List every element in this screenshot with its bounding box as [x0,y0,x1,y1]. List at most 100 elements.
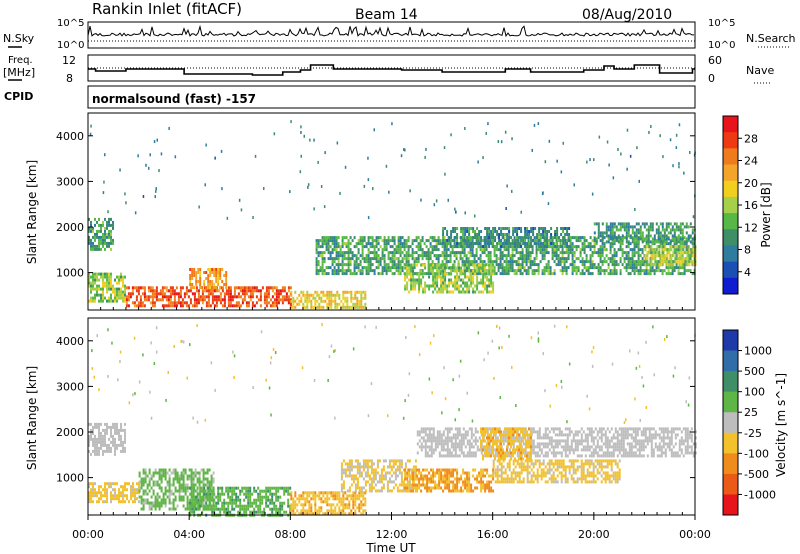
velocity-cell [390,468,393,472]
power-cell [509,260,512,264]
power-cell [511,239,514,243]
power-cell [211,292,214,296]
velocity-cell [142,477,145,481]
power-cell [337,260,340,264]
power-cell [458,284,461,288]
power-cell [603,272,606,276]
power-cell [583,260,586,264]
power-cell [621,222,624,226]
power-cell [537,248,540,252]
power-cell [557,263,560,267]
velocity-cell [134,494,136,498]
power-cell [474,272,477,276]
power-cell [562,239,565,242]
power-cell [118,281,120,285]
velocity-cell [404,462,407,466]
power-ytick-label: 1000 [56,267,84,280]
power-cell [633,248,636,252]
power-cell [302,290,305,294]
power-cell [363,245,366,249]
power-cell [651,237,654,241]
power-cell [444,287,447,291]
power-cell [507,272,510,276]
power-cell [673,237,676,241]
power-cell [505,266,508,270]
velocity-cell [406,459,409,463]
power-cell [523,260,526,264]
power-cell [377,236,380,240]
velocity-cell [94,443,96,447]
power-cell [573,251,576,255]
velocity-cell [118,500,120,504]
power-cell [599,248,602,252]
power-cell [179,304,182,308]
power-cell [686,254,689,258]
power-cell [611,228,614,232]
power-cell [629,272,632,276]
power-cell [108,220,110,224]
velocity-cell [98,485,100,489]
power-cell [681,234,684,238]
velocity-cell [138,495,141,499]
power-cell [436,266,439,270]
power-cell [219,277,222,280]
power-cell [670,263,673,267]
power-cell [193,298,196,302]
power-cell [571,272,574,276]
power-cell [385,248,388,252]
power-cell [541,257,544,261]
velocity-cell [261,501,264,505]
power-cell [373,245,376,249]
power-cell [654,263,657,267]
power-cell [96,287,98,291]
velocity-cell [237,510,240,514]
power-cell [331,248,334,252]
power-cell [511,251,514,255]
power-cell [668,251,671,255]
velocity-cell [94,437,96,441]
power-cell [650,245,653,249]
velocity-cell [213,492,216,496]
power-cell [633,237,636,241]
power-cell [417,260,420,264]
power-cell [149,153,151,157]
power-cell [485,131,487,135]
power-cell [528,230,531,233]
velocity-cell [202,489,205,493]
power-cell [116,296,118,300]
velocity-cell [122,494,124,498]
power-cell [667,269,670,273]
power-cell [442,230,445,233]
power-cell [543,248,546,252]
velocity-cell [406,468,409,472]
power-cell [104,217,106,221]
power-cell [333,272,336,276]
velocity-cell [372,468,375,472]
velocity-cell [94,491,96,495]
power-cell [391,254,394,258]
power-cell [205,277,208,280]
power-cell [692,251,695,255]
power-cell [92,226,94,230]
power-cell [96,275,98,279]
power-cell [476,242,479,245]
power-cell [613,266,616,270]
velocity-cell [374,489,377,493]
velocity-cell [229,489,232,493]
velocity-cell [245,510,248,514]
power-cell [661,228,664,232]
velocity-cell [366,471,369,475]
power-cell [102,220,104,224]
power-cell [110,284,112,288]
power-cell [597,269,600,273]
power-cell [405,245,408,249]
power-cell [421,248,424,252]
power-cell [688,251,691,255]
power-cell [369,251,372,255]
velocity-cell [402,483,405,487]
power-cell [399,245,402,249]
power-cell [507,248,510,252]
power-cell [613,251,616,255]
freq-tick-top: 12 [62,54,76,67]
power-cell [317,272,320,276]
